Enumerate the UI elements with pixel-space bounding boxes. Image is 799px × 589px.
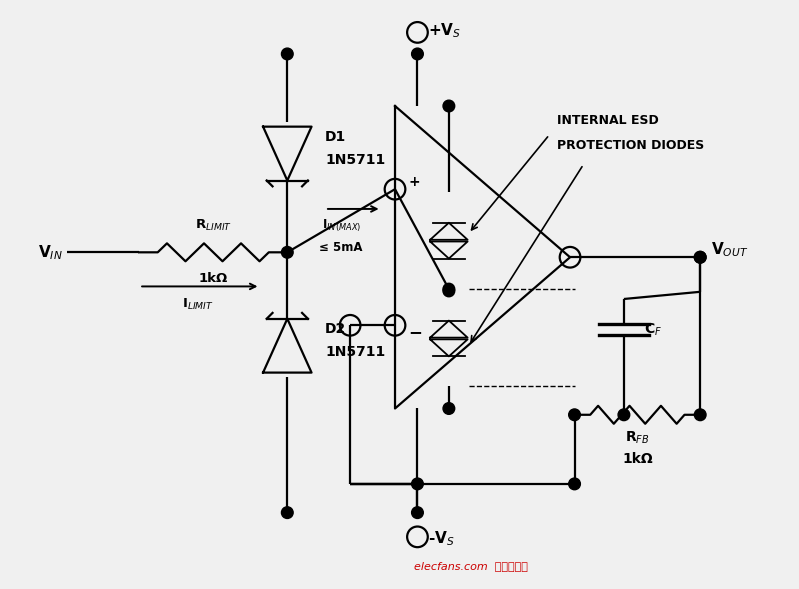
Circle shape	[411, 48, 423, 59]
Circle shape	[569, 409, 580, 421]
Polygon shape	[430, 320, 467, 337]
Text: +V$_S$: +V$_S$	[428, 21, 461, 40]
Text: D1: D1	[325, 130, 346, 144]
Circle shape	[281, 48, 293, 59]
Text: 1N5711: 1N5711	[325, 153, 385, 167]
Polygon shape	[263, 127, 312, 180]
Circle shape	[694, 252, 706, 263]
Text: V$_{IN}$: V$_{IN}$	[38, 243, 63, 262]
Text: R$_{FB}$: R$_{FB}$	[625, 430, 650, 446]
Circle shape	[569, 478, 580, 489]
Text: PROTECTION DIODES: PROTECTION DIODES	[557, 139, 704, 152]
Circle shape	[281, 246, 293, 258]
Text: 1kΩ: 1kΩ	[622, 452, 653, 466]
Circle shape	[443, 283, 455, 295]
Text: V$_{OUT}$: V$_{OUT}$	[711, 241, 749, 259]
Text: C$_F$: C$_F$	[644, 322, 662, 337]
Text: 1N5711: 1N5711	[325, 345, 385, 359]
Circle shape	[443, 100, 455, 112]
Circle shape	[694, 252, 706, 263]
Text: 1kΩ: 1kΩ	[199, 272, 228, 285]
Text: +: +	[408, 175, 420, 189]
Text: I$_{IN(MAX)}$: I$_{IN(MAX)}$	[321, 217, 360, 234]
Text: elecfans.com  电子发烧友: elecfans.com 电子发烧友	[415, 561, 528, 571]
Text: ≤ 5mA: ≤ 5mA	[320, 241, 363, 254]
Text: D2: D2	[325, 322, 346, 336]
Circle shape	[694, 409, 706, 421]
Polygon shape	[395, 106, 570, 409]
Polygon shape	[430, 339, 467, 356]
Polygon shape	[430, 223, 467, 240]
Text: -V$_S$: -V$_S$	[428, 530, 455, 548]
Circle shape	[443, 285, 455, 297]
Text: R$_{LIMIT}$: R$_{LIMIT}$	[195, 217, 232, 233]
Circle shape	[443, 403, 455, 414]
Text: INTERNAL ESD: INTERNAL ESD	[557, 114, 658, 127]
Text: −: −	[408, 323, 423, 342]
Circle shape	[411, 478, 423, 489]
Circle shape	[281, 507, 293, 518]
Circle shape	[411, 507, 423, 518]
Polygon shape	[430, 241, 467, 259]
Text: I$_{LIMIT}$: I$_{LIMIT}$	[181, 297, 213, 312]
Circle shape	[618, 409, 630, 421]
Polygon shape	[263, 319, 312, 373]
